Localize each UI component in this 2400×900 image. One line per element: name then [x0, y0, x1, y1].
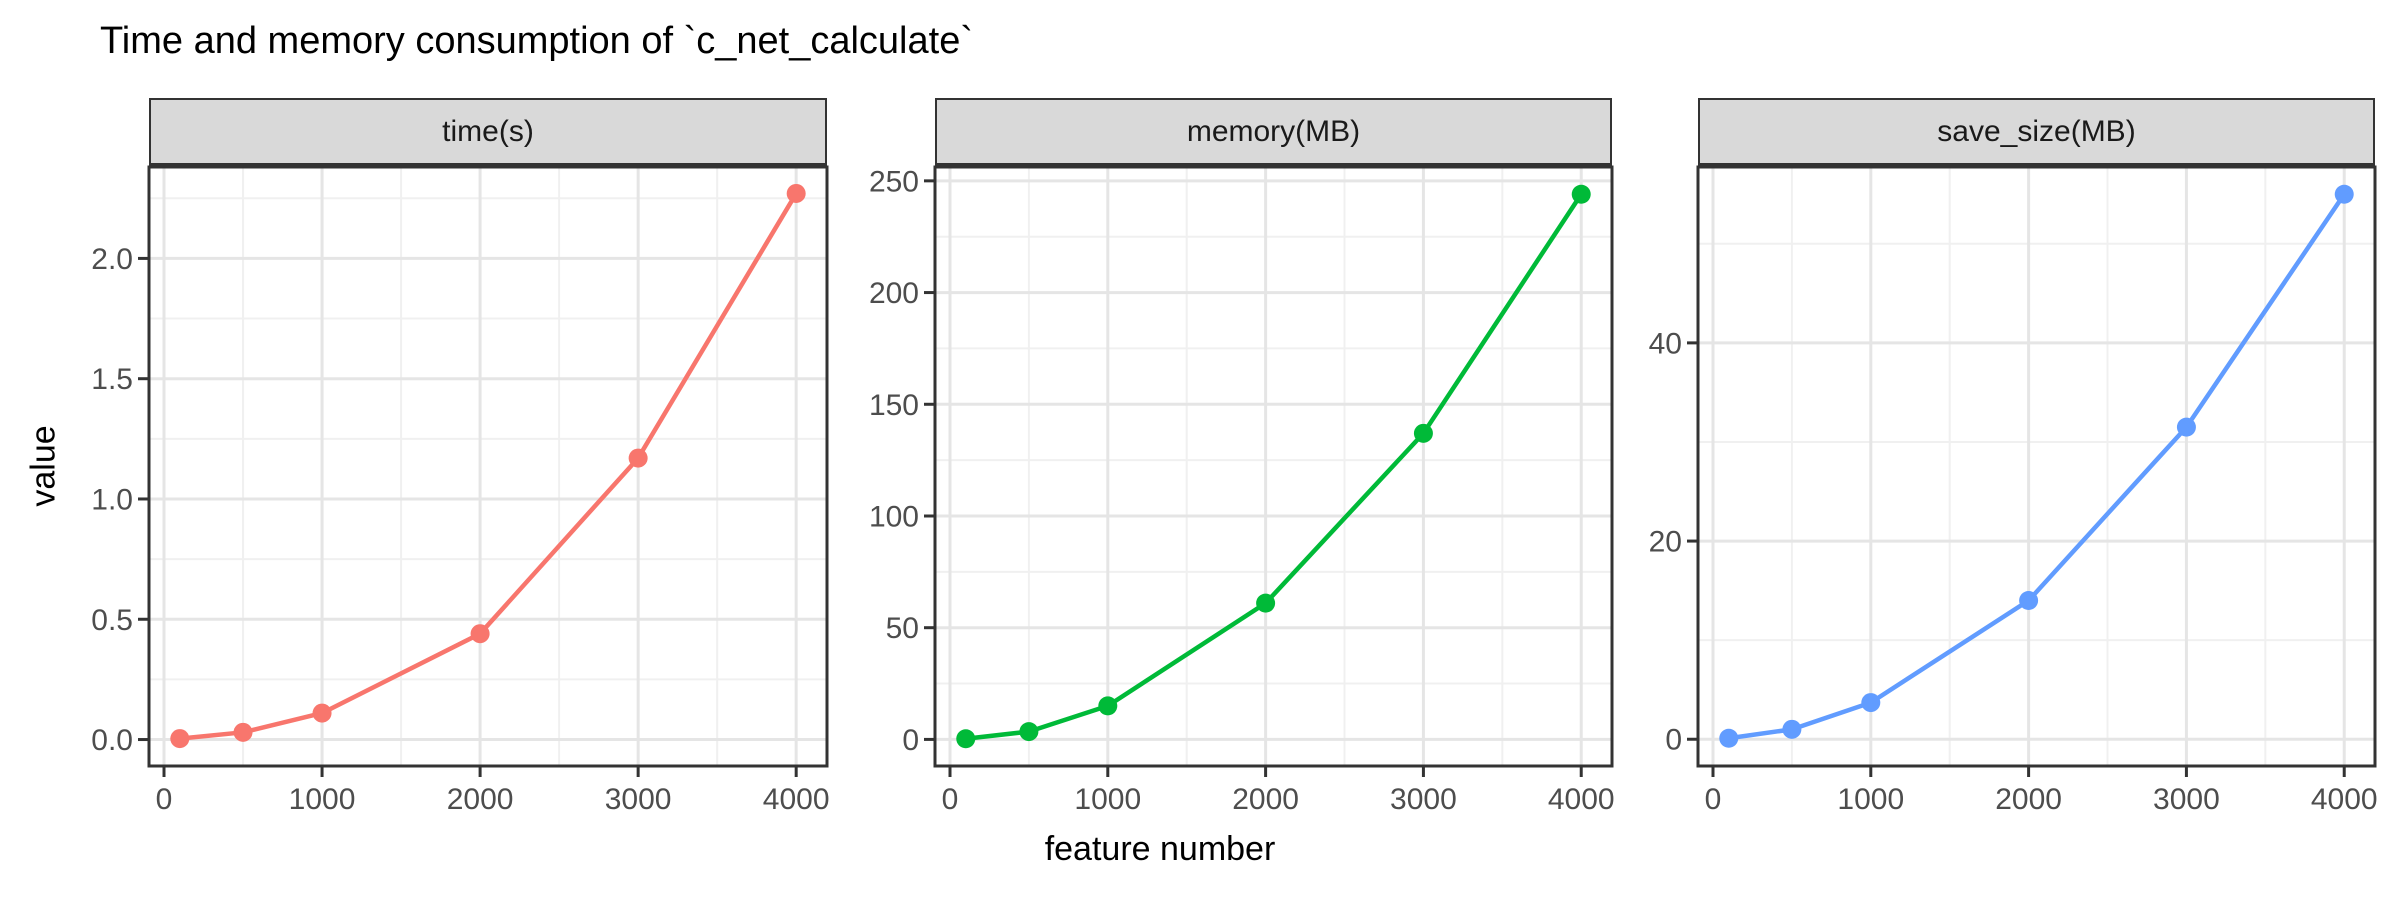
y-tick-label: 100 — [869, 500, 919, 533]
x-tick-label: 4000 — [763, 783, 830, 816]
data-point — [2019, 591, 2039, 611]
series-line — [963, 192, 1584, 741]
y-tick-label: 50 — [886, 612, 919, 645]
data-point — [956, 729, 976, 749]
facet-panel-3: 0 1000 2000 3000 4000 0 20 40 — [1649, 165, 2378, 816]
y-tick-label: 250 — [869, 165, 919, 198]
data-point — [1256, 593, 1276, 613]
facet-panel-2: 0 1000 2000 3000 4000 0 50 100 150 200 250 — [869, 165, 1615, 816]
data-point — [1782, 719, 1802, 739]
series-line — [1726, 191, 2347, 741]
facet-strip-save-size: save_size(MB) — [1698, 98, 2375, 167]
data-point — [1571, 184, 1591, 204]
x-tick-label: 0 — [942, 783, 959, 816]
facet-strip-time: time(s) — [149, 98, 827, 167]
x-tick-label: 0 — [1705, 783, 1722, 816]
x-tick-label: 4000 — [1548, 783, 1615, 816]
x-tick-label: 1000 — [289, 783, 356, 816]
y-tick-label: 0.0 — [91, 724, 133, 757]
data-point — [1019, 722, 1039, 742]
x-axis-title: feature number — [1044, 830, 1276, 868]
x-tick-label: 3000 — [1390, 783, 1457, 816]
y-tick-label: 1.5 — [91, 363, 133, 396]
x-tick-label: 4000 — [2311, 783, 2378, 816]
y-tick-label: 2.0 — [91, 243, 133, 276]
panel-border — [1696, 165, 2377, 768]
x-tick-label: 2000 — [1995, 783, 2062, 816]
facet-strip-label: save_size(MB) — [1937, 114, 2136, 148]
x-tick-label: 1000 — [1074, 783, 1141, 816]
y-tick-label: 200 — [869, 277, 919, 310]
facet-strip-label: time(s) — [442, 114, 534, 148]
y-tick-label: 20 — [1649, 526, 1682, 559]
y-tick-label: 40 — [1649, 327, 1682, 360]
data-point — [2176, 417, 2196, 437]
y-tick-label: 0 — [902, 724, 919, 757]
facet-strip-label: memory(MB) — [1186, 114, 1361, 148]
data-point — [170, 729, 190, 749]
data-point — [1098, 696, 1118, 716]
data-point — [786, 183, 806, 203]
data-point — [1413, 423, 1433, 443]
facet-strip-memory: memory(MB) — [935, 98, 1612, 167]
y-tick-label: 150 — [869, 389, 919, 422]
series-line — [177, 191, 799, 741]
panel-background — [149, 167, 827, 766]
facet-panel-1: 0 1000 2000 3000 4000 0.0 0.5 1.0 1.5 2.0 — [91, 165, 830, 816]
panel-border — [933, 165, 1614, 768]
data-point — [1719, 728, 1739, 748]
x-tick-label: 0 — [156, 783, 173, 816]
data-point — [1861, 693, 1881, 713]
data-point — [628, 448, 648, 468]
panel-background — [1698, 167, 2375, 766]
panel-background — [935, 167, 1612, 766]
y-axis-title: value — [24, 425, 63, 507]
x-tick-label: 3000 — [605, 783, 672, 816]
data-point — [312, 703, 332, 723]
y-tick-label: 1.0 — [91, 483, 133, 516]
data-point — [233, 722, 253, 742]
x-tick-label: 2000 — [447, 783, 514, 816]
x-tick-label: 3000 — [2153, 783, 2220, 816]
x-tick-label: 1000 — [1837, 783, 1904, 816]
data-point — [2334, 184, 2354, 204]
data-point — [470, 624, 490, 644]
figure-title: Time and memory consumption of `c_net_ca… — [100, 20, 973, 62]
y-tick-label: 0.5 — [91, 604, 133, 637]
x-tick-label: 2000 — [1232, 783, 1299, 816]
y-tick-label: 0 — [1665, 724, 1682, 757]
panel-border — [147, 165, 829, 768]
